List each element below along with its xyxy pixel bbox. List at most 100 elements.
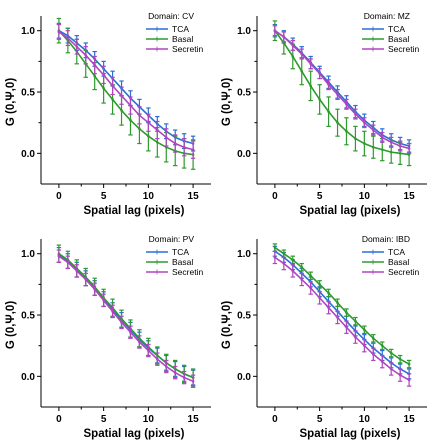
y-axis-title: G (0,Ψ,0): [221, 301, 233, 349]
x-tick-label: 0: [272, 191, 278, 202]
x-tick-label: 10: [143, 414, 155, 425]
legend-label: TCA: [172, 247, 189, 257]
x-tick-label: 10: [359, 414, 371, 425]
data-point: [336, 316, 339, 319]
data-point: [120, 94, 123, 98]
legend-label: TCA: [172, 24, 189, 34]
legend-label: Secretin: [172, 44, 203, 54]
data-point: [75, 269, 79, 273]
data-point: [291, 55, 295, 58]
data-point: [129, 118, 132, 122]
y-tick-label: 1.0: [21, 26, 35, 37]
series-line: [58, 255, 194, 382]
data-point: [93, 287, 96, 291]
legend-label: Basal: [172, 34, 193, 44]
x-axis-title: Spatial lag (pixels): [84, 205, 185, 217]
data-point: [273, 246, 277, 249]
y-axis-title: G (0,Ψ,0): [5, 78, 17, 126]
data-point: [57, 30, 61, 34]
data-point: [327, 291, 330, 295]
y-tick-label: 0.0: [237, 149, 251, 160]
data-point: [354, 335, 357, 339]
data-point: [309, 274, 312, 278]
x-tick-label: 15: [188, 414, 200, 425]
series-line: [58, 30, 194, 156]
data-point: [173, 142, 177, 145]
series-line: [58, 31, 194, 151]
data-point: [380, 360, 384, 363]
data-point: [102, 87, 105, 90]
x-tick-label: 0: [272, 414, 278, 425]
data-point: [273, 29, 277, 33]
data-point: [309, 62, 312, 66]
x-tick-label: 5: [317, 191, 323, 202]
data-point: [129, 330, 132, 334]
data-point: [282, 252, 286, 256]
data-point: [389, 150, 393, 154]
data-point: [318, 98, 321, 101]
y-tick-label: 0.5: [237, 88, 251, 99]
y-tick-label: 0.5: [237, 311, 251, 322]
data-point: [345, 102, 348, 106]
data-point: [372, 352, 375, 356]
data-point: [380, 344, 384, 347]
data-point: [372, 337, 375, 340]
legend-label: TCA: [388, 247, 405, 257]
x-tick-label: 5: [317, 414, 323, 425]
chart-panel-1: 0 5 10 15 0.0 0.5 1.0 Spatial lag (pixels) G (0,…: [5, 11, 211, 217]
data-point: [282, 262, 286, 265]
data-point: [327, 110, 330, 113]
legend-label: Secretin: [388, 44, 419, 54]
data-point: [318, 72, 321, 75]
data-point: [398, 373, 402, 377]
x-tick-label: 10: [143, 191, 155, 202]
legend-label: TCA: [388, 24, 405, 34]
data-point: [398, 144, 402, 148]
data-point: [291, 258, 295, 262]
series-line: [274, 256, 410, 381]
y-axis-title: G (0,Ψ,0): [221, 78, 233, 126]
data-point: [336, 301, 339, 305]
series-secretin: [272, 250, 412, 387]
data-point: [380, 136, 384, 139]
data-point: [327, 83, 330, 86]
y-tick-label: 0.0: [237, 372, 251, 383]
data-point: [380, 148, 384, 151]
y-tick-label: 0.5: [21, 88, 35, 99]
series-secretin: [56, 23, 196, 159]
chart-panel-3: 0 5 10 15 0.0 0.5 1.0 Spatial lag (pixels) G (0,…: [5, 234, 211, 440]
legend-domain-label: Domain: PV: [149, 234, 195, 244]
data-point: [84, 278, 88, 281]
series-secretin: [56, 249, 196, 388]
series-basal: [272, 243, 412, 369]
series-line: [274, 30, 410, 147]
data-point: [138, 340, 141, 344]
series-line: [274, 30, 410, 156]
data-point: [345, 129, 348, 133]
data-point: [389, 351, 393, 355]
legend-label: Secretin: [172, 267, 203, 277]
x-tick-label: 0: [56, 414, 62, 425]
legend-label: Basal: [388, 34, 409, 44]
data-point: [345, 311, 348, 314]
data-point: [66, 260, 70, 264]
x-tick-label: 0: [56, 191, 62, 202]
data-point: [389, 141, 393, 144]
data-point: [147, 121, 150, 124]
data-point: [407, 147, 411, 150]
data-point: [75, 45, 79, 48]
data-point: [191, 148, 195, 151]
y-axis-title: G (0,Ψ,0): [5, 301, 17, 349]
y-tick-label: 0.5: [21, 311, 35, 322]
data-point: [407, 378, 411, 382]
data-point: [84, 53, 88, 57]
legend-label: Basal: [172, 257, 193, 267]
data-point: [309, 84, 312, 88]
data-point: [309, 286, 312, 290]
data-point: [66, 36, 70, 40]
data-point: [57, 254, 61, 258]
data-point: [111, 310, 114, 313]
